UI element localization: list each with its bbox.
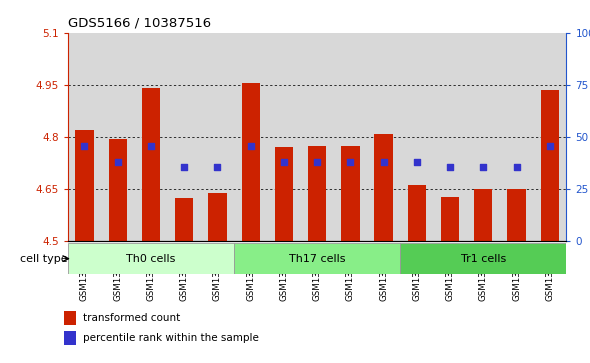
- Bar: [441, 197, 459, 241]
- Point: [412, 159, 421, 165]
- Point: [179, 164, 189, 170]
- Bar: [234, 33, 267, 241]
- Bar: [367, 33, 400, 241]
- Bar: [507, 189, 526, 241]
- Bar: [175, 198, 194, 241]
- Text: percentile rank within the sample: percentile rank within the sample: [83, 333, 259, 343]
- Point: [246, 143, 255, 148]
- Point: [512, 164, 521, 170]
- Point: [212, 164, 222, 170]
- Bar: [64, 331, 76, 345]
- Bar: [540, 90, 559, 241]
- Text: Th0 cells: Th0 cells: [126, 254, 176, 264]
- Bar: [267, 33, 300, 241]
- Bar: [375, 134, 393, 241]
- Bar: [275, 147, 293, 241]
- Bar: [68, 33, 101, 241]
- Bar: [533, 33, 566, 241]
- Bar: [341, 146, 359, 241]
- Bar: [234, 243, 400, 274]
- Bar: [408, 185, 426, 241]
- Bar: [434, 33, 467, 241]
- Bar: [168, 33, 201, 241]
- Point: [478, 164, 488, 170]
- Bar: [64, 311, 76, 325]
- Bar: [500, 33, 533, 241]
- Bar: [334, 33, 367, 241]
- Bar: [300, 33, 334, 241]
- Bar: [474, 189, 493, 241]
- Bar: [208, 193, 227, 241]
- Bar: [467, 33, 500, 241]
- Bar: [241, 83, 260, 241]
- Point: [346, 159, 355, 165]
- Text: GDS5166 / 10387516: GDS5166 / 10387516: [68, 16, 211, 29]
- Bar: [76, 130, 94, 241]
- Point: [80, 143, 89, 148]
- Bar: [135, 33, 168, 241]
- Point: [279, 159, 289, 165]
- Text: Tr1 cells: Tr1 cells: [461, 254, 506, 264]
- Text: Th17 cells: Th17 cells: [289, 254, 345, 264]
- Bar: [201, 33, 234, 241]
- Bar: [400, 33, 434, 241]
- Point: [545, 143, 555, 148]
- Bar: [142, 88, 160, 241]
- Bar: [101, 33, 135, 241]
- Bar: [109, 139, 127, 241]
- Point: [445, 164, 455, 170]
- Bar: [308, 146, 326, 241]
- Bar: [400, 243, 566, 274]
- Point: [113, 159, 122, 165]
- Bar: [68, 243, 234, 274]
- Text: transformed count: transformed count: [83, 313, 181, 323]
- Point: [379, 159, 388, 165]
- Text: cell type: cell type: [20, 254, 68, 264]
- Point: [146, 143, 156, 148]
- Point: [312, 159, 322, 165]
